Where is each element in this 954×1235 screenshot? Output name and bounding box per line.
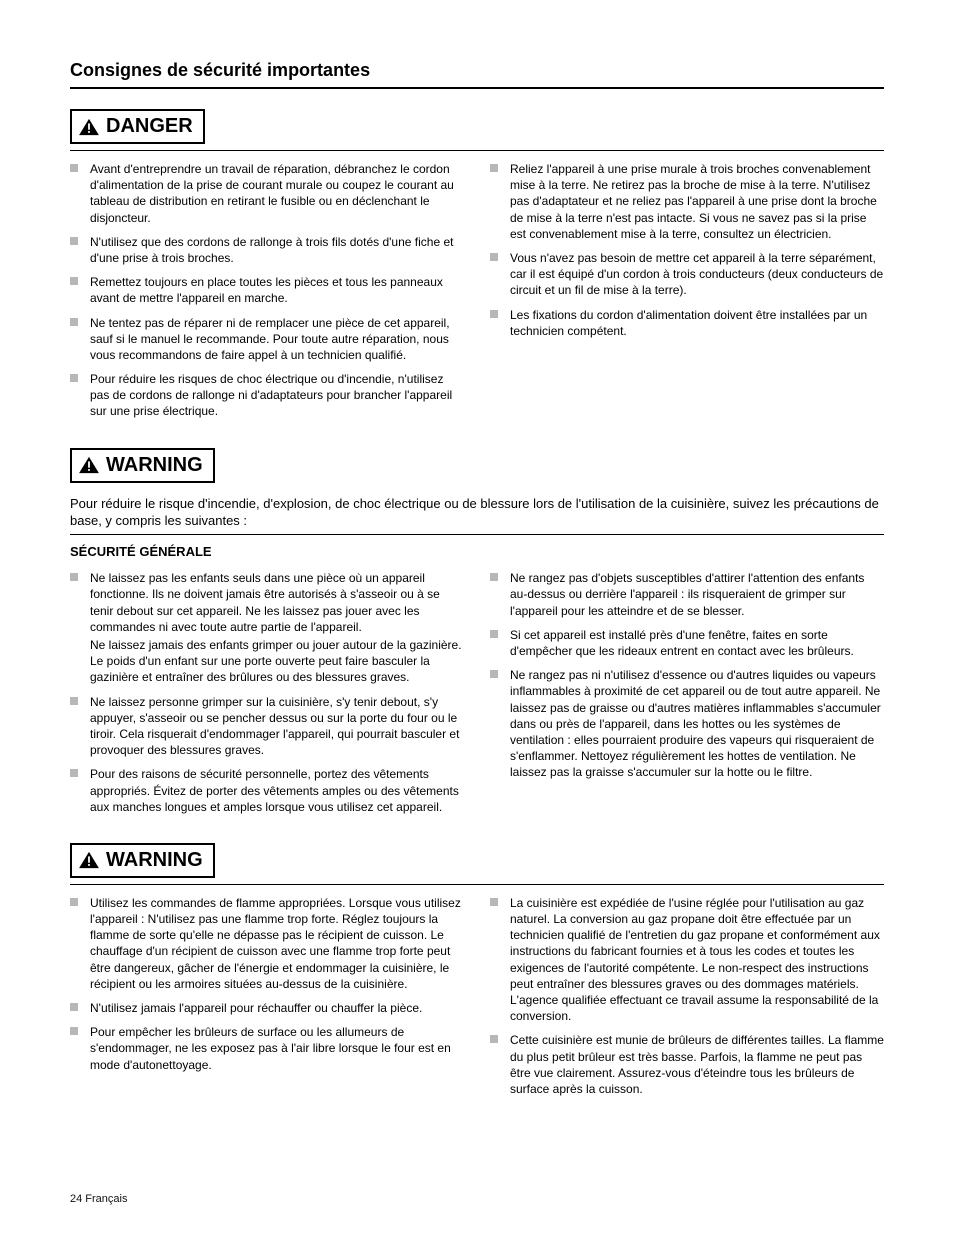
list-item: Si cet appareil est installé près d'une … xyxy=(490,627,884,659)
page-footer: 24 Français xyxy=(70,1193,884,1205)
warning-triangle-icon xyxy=(78,456,100,474)
list-item: Utilisez les commandes de flamme appropr… xyxy=(70,895,464,992)
section-3-columns: Utilisez les commandes de flamme appropr… xyxy=(70,895,884,1105)
warning-badge-2: WARNING xyxy=(70,843,215,878)
list-item-continuation: Ne laissez jamais des enfants grimper ou… xyxy=(70,637,464,686)
section-1-columns: Avant d'entreprendre un travail de répar… xyxy=(70,161,884,428)
list-item: Remettez toujours en place toutes les pi… xyxy=(70,274,464,306)
list-item: Reliez l'appareil à une prise murale à t… xyxy=(490,161,884,242)
rule-section-2 xyxy=(70,534,884,535)
rule-top xyxy=(70,87,884,89)
list-item: N'utilisez jamais l'appareil pour réchau… xyxy=(70,1000,464,1016)
section-warning-burners: WARNING Utilisez les commandes de flamme… xyxy=(70,843,884,1105)
section-2-left: Ne laissez pas les enfants seuls dans un… xyxy=(70,570,464,823)
danger-badge: DANGER xyxy=(70,109,205,144)
section-1-right: Reliez l'appareil à une prise murale à t… xyxy=(490,161,884,428)
section-1-left: Avant d'entreprendre un travail de répar… xyxy=(70,161,464,428)
rule-section-1 xyxy=(70,150,884,151)
list-item: Cette cuisinière est munie de brûleurs d… xyxy=(490,1032,884,1097)
warning-triangle-icon xyxy=(78,851,100,869)
section-danger: DANGER Avant d'entreprendre un travail d… xyxy=(70,109,884,428)
list-item: Ne rangez pas d'objets susceptibles d'at… xyxy=(490,570,884,619)
warning-badge: WARNING xyxy=(70,448,215,483)
list-item: Ne rangez pas ni n'utilisez d'essence ou… xyxy=(490,667,884,780)
warning-triangle-icon xyxy=(78,118,100,136)
list-item: Ne laissez personne grimper sur la cuisi… xyxy=(70,694,464,759)
list-item: Pour réduire les risques de choc électri… xyxy=(70,371,464,420)
list-item: Les fixations du cordon d'alimentation d… xyxy=(490,307,884,339)
section-2-right: Ne rangez pas d'objets susceptibles d'at… xyxy=(490,570,884,823)
list-item: Vous n'avez pas besoin de mettre cet app… xyxy=(490,250,884,299)
list-item: Pour empêcher les brûleurs de surface ou… xyxy=(70,1024,464,1073)
list-item: Avant d'entreprendre un travail de répar… xyxy=(70,161,464,226)
warning-label: WARNING xyxy=(106,454,203,477)
section-2-lead: Pour réduire le risque d'incendie, d'exp… xyxy=(70,495,884,530)
rule-section-3 xyxy=(70,884,884,885)
page-title: Consignes de sécurité importantes xyxy=(70,60,884,81)
section-2-columns: Ne laissez pas les enfants seuls dans un… xyxy=(70,570,884,823)
footer-left: 24 Français xyxy=(70,1193,127,1205)
section-warning-general: WARNING Pour réduire le risque d'incendi… xyxy=(70,448,884,823)
section-2-subhead: SÉCURITÉ GÉNÉRALE xyxy=(70,543,884,561)
danger-label: DANGER xyxy=(106,115,193,138)
list-item: Ne laissez pas les enfants seuls dans un… xyxy=(70,570,464,635)
list-item: Ne tentez pas de réparer ni de remplacer… xyxy=(70,315,464,364)
list-item: Pour des raisons de sécurité personnelle… xyxy=(70,766,464,815)
list-item: N'utilisez que des cordons de rallonge à… xyxy=(70,234,464,266)
section-3-right: La cuisinière est expédiée de l'usine ré… xyxy=(490,895,884,1105)
warning-label-2: WARNING xyxy=(106,849,203,872)
section-3-left: Utilisez les commandes de flamme appropr… xyxy=(70,895,464,1105)
list-item: La cuisinière est expédiée de l'usine ré… xyxy=(490,895,884,1025)
